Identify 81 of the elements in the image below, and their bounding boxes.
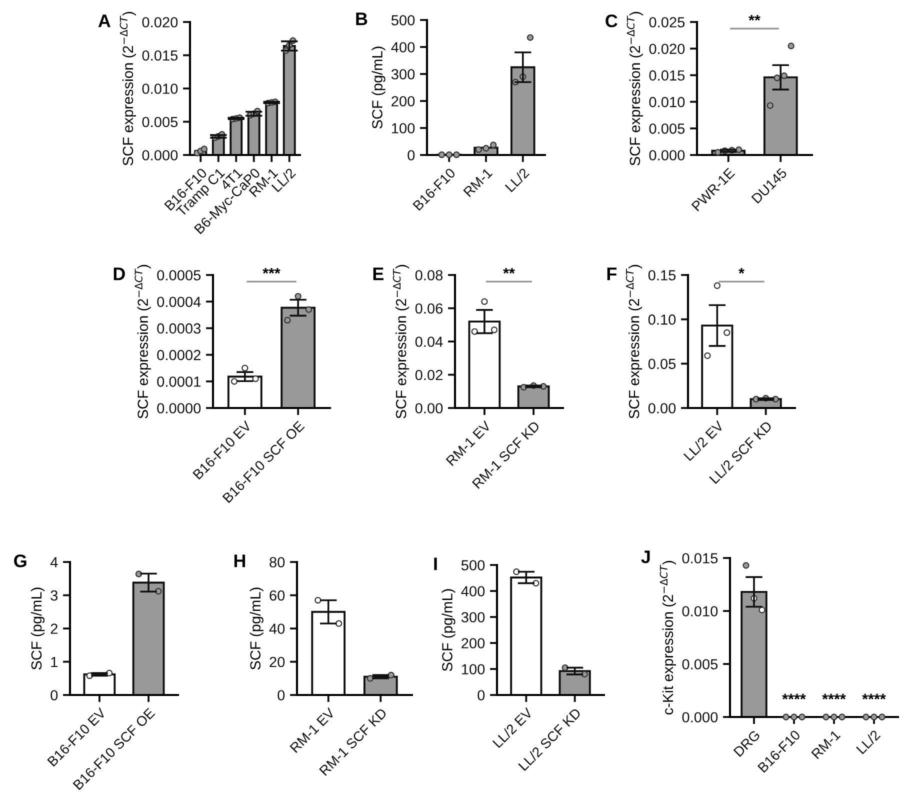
y-tick-label: 0.06 <box>415 303 443 314</box>
y-axis-title: SCF expression (2$^{−ΔCT}$) <box>134 264 151 418</box>
y-tick-label: 0.00 <box>415 403 443 414</box>
y-tick-label: 0.0003 <box>157 323 201 334</box>
y-tick-label: 1 <box>51 657 58 668</box>
text: ** <box>503 268 515 274</box>
y-tick-label: 0.000 <box>142 150 178 160</box>
chart-title: I <box>434 558 437 570</box>
y-tick-label: 400 <box>461 586 485 596</box>
y-tick-label: 0.000 <box>682 712 718 722</box>
y-tick-label: 0.08 <box>415 270 443 280</box>
y-tick-label: 0.005 <box>649 124 685 134</box>
chart-title: E <box>373 268 384 280</box>
y-tick-label: 0.005 <box>142 116 178 128</box>
y-tick-label: 100 <box>392 123 415 134</box>
y-axis-title: SCF expression (2$^{−ΔCT}$) <box>392 264 410 418</box>
y-axis-title: SCF (pg/mL) <box>442 589 456 672</box>
y-axis-title: SCF expression (2$^{−ΔCT}$) <box>626 12 643 166</box>
y-tick-label: 0.000 <box>649 150 685 160</box>
y-tick-label: 4 <box>50 557 58 568</box>
chart-title: F <box>607 268 617 280</box>
annotation: **** <box>862 694 886 700</box>
y-tick-label: 3 <box>50 590 58 601</box>
x-tick-label: LL/2 EV <box>683 420 724 462</box>
y-tick-label: 0.010 <box>142 84 178 94</box>
y-tick-label: 300 <box>391 69 415 80</box>
y-tick-label: 0 <box>278 690 285 700</box>
y-axis-title: c-Kit expression (2$^{−ΔCT}$) <box>660 560 676 714</box>
y-tick-label: 100 <box>462 664 485 674</box>
y-tick-label: 0.015 <box>649 70 685 81</box>
y-tick-label: 80 <box>270 557 285 568</box>
y-tick-label: 300 <box>461 612 485 622</box>
y-tick-label: 0.0002 <box>157 350 200 360</box>
y-tick-label: 0.020 <box>649 44 685 54</box>
y-tick-label: 0.15 <box>648 270 676 280</box>
annotation: **** <box>782 694 806 700</box>
y-tick-label: 0.0005 <box>157 270 201 280</box>
y-tick-label: 500 <box>461 560 485 570</box>
chart-title: D <box>114 268 125 280</box>
y-tick-label: 60 <box>270 590 285 601</box>
y-tick-label: 0.025 <box>649 17 685 28</box>
text: * <box>738 268 744 274</box>
y-tick-label: 0.015 <box>142 50 178 61</box>
chart-title: G <box>14 554 26 568</box>
y-tick-label: 0.00 <box>648 403 676 414</box>
y-tick-label: 0 <box>50 690 58 700</box>
y-axis-title: SCF expression (2$^{−ΔCT}$) <box>626 264 642 418</box>
y-tick-label: 200 <box>392 96 415 106</box>
y-tick-label: 0.015 <box>682 553 718 564</box>
y-tick-label: 0 <box>478 690 485 700</box>
y-tick-label: 0.02 <box>415 370 442 380</box>
x-tick-label: LL/2 EV <box>492 706 534 748</box>
y-axis-title: SCF (pg/mL) <box>30 588 45 670</box>
y-tick-label: 500 <box>391 15 415 26</box>
chart-title: H <box>234 554 246 568</box>
chart-title: A <box>98 14 110 28</box>
y-tick-label: 0.04 <box>415 336 443 347</box>
y-tick-label: 0.010 <box>649 96 685 108</box>
y-axis-title: SCF expression (2$^{−ΔCT}$) <box>120 12 136 166</box>
chart-title: J <box>641 550 650 564</box>
chart-title: B <box>356 12 368 26</box>
y-tick-label: 0.020 <box>142 17 178 28</box>
text: ** <box>748 14 760 21</box>
y-tick-label: 200 <box>462 638 485 648</box>
y-tick-label: 0.0001 <box>157 376 200 387</box>
y-tick-label: 0.010 <box>682 606 718 616</box>
y-tick-label: 0.0004 <box>157 296 201 308</box>
chart-title: C <box>606 14 618 28</box>
y-tick-label: 0.005 <box>682 659 718 670</box>
y-tick-label: 20 <box>270 656 285 668</box>
y-tick-label: 0 <box>408 150 415 160</box>
y-axis-title: SCF (pg/mL) <box>372 46 386 129</box>
y-axis-title: SCF (pg/mL) <box>250 588 264 670</box>
y-tick-label: 40 <box>269 624 285 634</box>
y-tick-label: 0.10 <box>648 314 676 325</box>
y-tick-label: 0.05 <box>648 358 676 370</box>
annotation: **** <box>822 694 846 700</box>
y-tick-label: 0.0000 <box>157 403 201 414</box>
y-tick-label: 2 <box>50 624 58 634</box>
y-tick-label: 400 <box>391 42 415 52</box>
text: *** <box>262 268 280 274</box>
